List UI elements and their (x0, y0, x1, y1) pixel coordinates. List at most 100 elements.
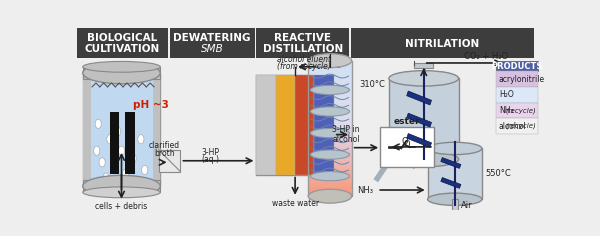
Bar (308, 61, 352, 66)
Bar (83, 67, 160, 79)
Text: O: O (401, 137, 409, 146)
Text: NH₃: NH₃ (499, 106, 514, 115)
Bar (496, 103, 538, 118)
Ellipse shape (107, 135, 113, 144)
Ellipse shape (103, 173, 109, 182)
Text: alcohol: alcohol (499, 122, 526, 131)
Text: cells + debris: cells + debris (95, 202, 148, 211)
Bar (158, 150, 181, 172)
Ellipse shape (310, 85, 350, 95)
Bar (314, 75, 334, 175)
Text: PRODUCTS: PRODUCTS (491, 62, 543, 71)
Polygon shape (407, 91, 431, 105)
Bar (308, 133, 352, 138)
Bar (308, 192, 352, 197)
Text: 550°C: 550°C (486, 169, 511, 178)
Ellipse shape (95, 119, 101, 128)
Text: NITRILATION: NITRILATION (405, 39, 479, 49)
Text: CO₂ + H₂O: CO₂ + H₂O (464, 52, 508, 61)
Bar (110, 112, 119, 174)
Bar (256, 75, 276, 175)
Bar (308, 101, 352, 106)
Bar (308, 119, 352, 124)
Bar (308, 137, 352, 142)
Text: (recycle): (recycle) (505, 123, 536, 129)
Bar (83, 180, 160, 192)
Bar (389, 78, 458, 159)
Bar (295, 75, 314, 175)
Bar (308, 151, 352, 156)
Text: pH ~3: pH ~3 (133, 100, 169, 110)
Text: broth: broth (154, 148, 175, 158)
Bar (496, 87, 538, 103)
Text: O: O (404, 140, 410, 149)
Ellipse shape (134, 177, 140, 186)
Text: (aq.): (aq.) (202, 156, 220, 164)
Bar (308, 142, 352, 147)
Ellipse shape (99, 158, 105, 167)
Text: waste water: waste water (272, 199, 319, 208)
Polygon shape (441, 177, 461, 188)
Ellipse shape (310, 150, 350, 159)
Text: clarified: clarified (149, 141, 179, 150)
Bar (308, 74, 352, 79)
Bar (308, 169, 352, 174)
Bar (496, 118, 538, 134)
Text: (recycle): (recycle) (505, 107, 536, 114)
Bar (308, 156, 352, 160)
Ellipse shape (122, 169, 128, 178)
Bar (308, 70, 352, 75)
Text: (from recycle): (from recycle) (277, 62, 331, 71)
Text: 3-HP in: 3-HP in (332, 125, 360, 134)
Text: 310°C: 310°C (359, 80, 385, 89)
Bar (308, 61, 352, 196)
Bar (256, 75, 334, 175)
Ellipse shape (83, 61, 160, 72)
Polygon shape (407, 134, 431, 148)
Text: alcohol: alcohol (332, 135, 360, 144)
Ellipse shape (310, 128, 350, 138)
Polygon shape (393, 148, 481, 155)
Text: DISTILLATION: DISTILLATION (263, 44, 343, 54)
Bar (308, 183, 352, 188)
Polygon shape (407, 113, 431, 127)
Ellipse shape (83, 187, 160, 198)
Bar (351, 28, 534, 58)
Bar (496, 72, 538, 87)
Ellipse shape (389, 152, 458, 167)
Bar (83, 73, 91, 186)
Ellipse shape (94, 146, 100, 155)
Text: acrylonitrile: acrylonitrile (499, 75, 545, 84)
Bar (308, 79, 352, 84)
Ellipse shape (130, 154, 136, 163)
Polygon shape (441, 158, 461, 168)
Bar (308, 106, 352, 111)
Text: 3-HP: 3-HP (202, 148, 220, 157)
Ellipse shape (126, 189, 133, 198)
Bar (452, 199, 458, 215)
Bar (308, 83, 352, 88)
Bar (308, 174, 352, 178)
Bar (496, 61, 538, 72)
Bar (308, 178, 352, 183)
Text: BIOLOGICAL: BIOLOGICAL (87, 33, 157, 43)
Bar (152, 73, 160, 186)
Ellipse shape (428, 193, 482, 205)
Bar (308, 160, 352, 165)
Bar (308, 124, 352, 129)
Bar (308, 147, 352, 151)
Bar (83, 73, 160, 186)
Bar (308, 88, 352, 93)
Ellipse shape (389, 71, 458, 86)
Bar (308, 110, 352, 115)
Bar (428, 148, 482, 199)
Ellipse shape (308, 54, 352, 67)
Bar (77, 28, 168, 58)
Text: alcohol eluent: alcohol eluent (277, 55, 331, 64)
Bar (170, 28, 255, 58)
Ellipse shape (428, 142, 482, 155)
Bar (308, 115, 352, 120)
Ellipse shape (83, 62, 160, 84)
Ellipse shape (115, 127, 121, 136)
Text: ester: ester (394, 117, 420, 126)
